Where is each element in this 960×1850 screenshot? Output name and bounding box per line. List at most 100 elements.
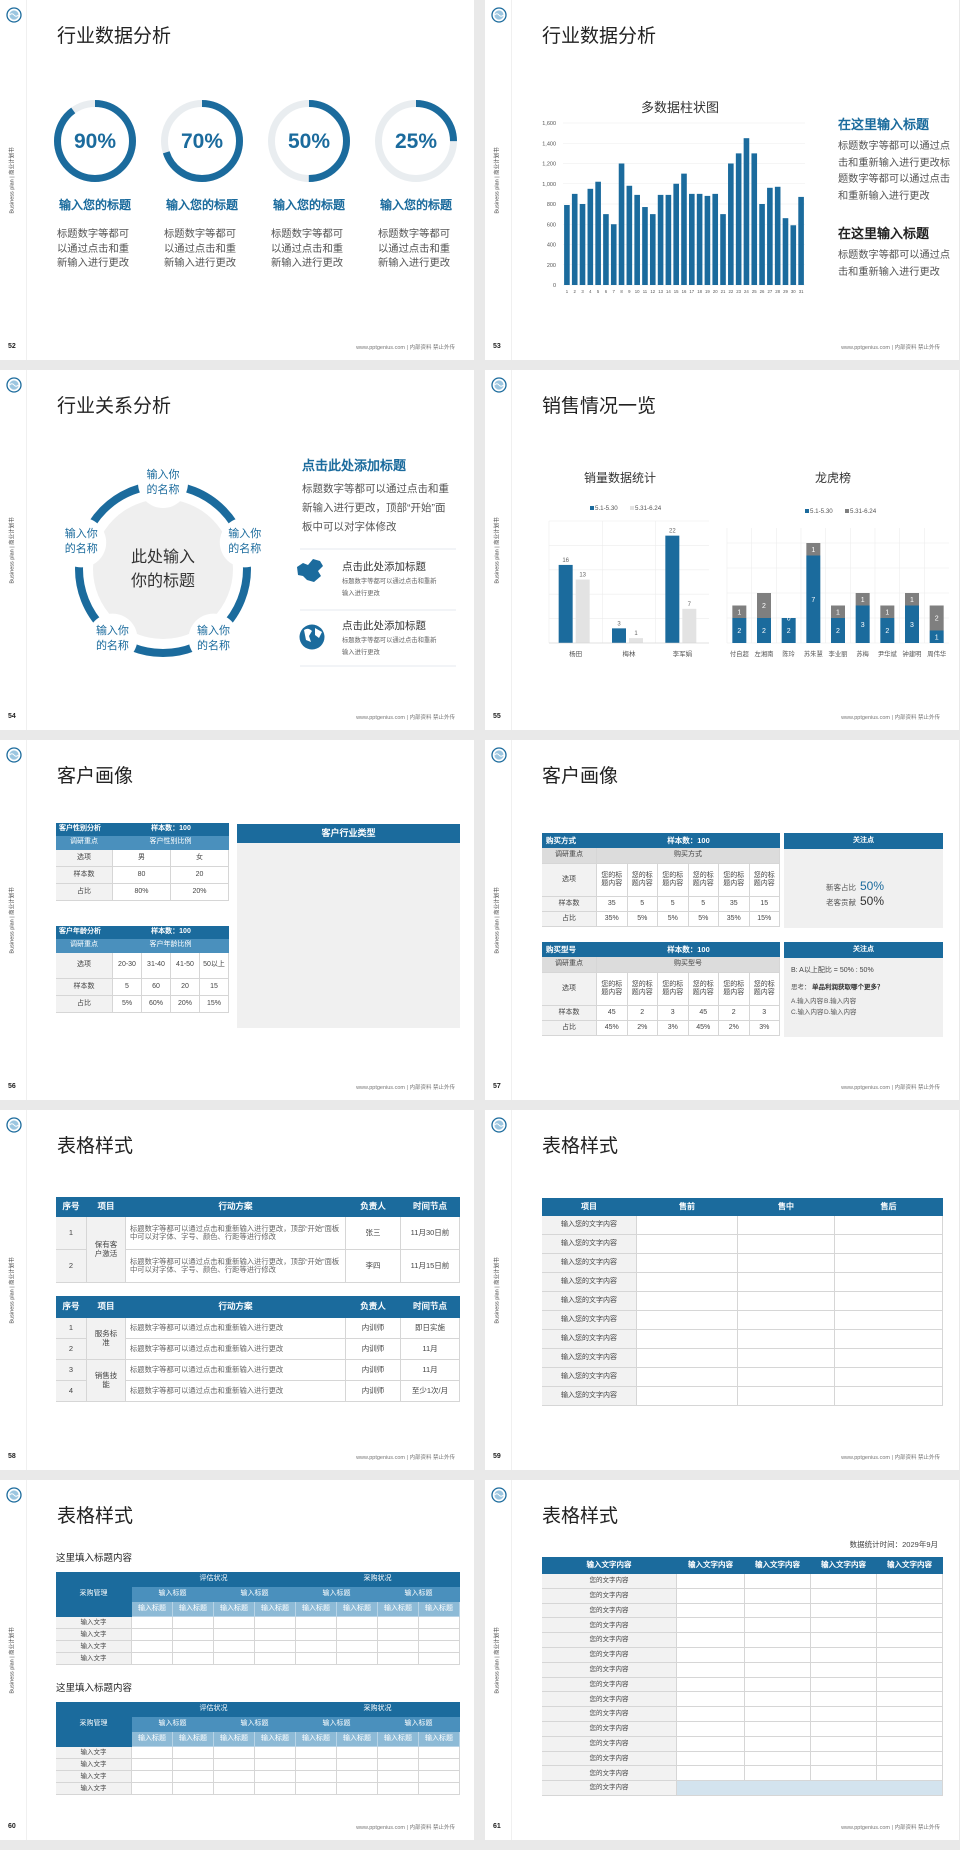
column-header: 输入标题 bbox=[173, 1732, 214, 1747]
table-cell bbox=[835, 1368, 943, 1387]
table-cell bbox=[738, 1368, 835, 1387]
deadline-cell: 11月15日前 bbox=[401, 1250, 460, 1283]
table-cell bbox=[337, 1629, 378, 1641]
chart-title: 多数据柱状图 bbox=[641, 100, 719, 115]
panel-title: 关注点 bbox=[784, 833, 943, 849]
column-header: 序号 bbox=[56, 1197, 87, 1217]
table-cell bbox=[296, 1641, 337, 1653]
bar bbox=[712, 193, 719, 285]
stacked-bar-segment bbox=[855, 605, 870, 643]
side-label: Business plan | 商业计划书 bbox=[494, 517, 501, 584]
item-text: 标题数字等都可以通过点击和重新输入进行更改 bbox=[342, 578, 437, 597]
row-label: 您的文字内容 bbox=[542, 1736, 677, 1752]
table-cell bbox=[637, 1330, 738, 1349]
table-cell bbox=[745, 1766, 811, 1782]
row-label: 输入您的文字内容 bbox=[542, 1273, 637, 1292]
ring-heading: 输入您的标题 bbox=[165, 198, 238, 212]
stat-time: 数据统计时间：2029年9月 bbox=[849, 1540, 938, 1549]
page-number: 53 bbox=[493, 343, 501, 350]
table-cell bbox=[677, 1692, 745, 1708]
row-label: 输入您的文字内容 bbox=[542, 1254, 637, 1273]
table-heading: 这里填入标题内容 bbox=[56, 1553, 133, 1564]
row-label: 您的文字内容 bbox=[542, 1648, 677, 1663]
footer-text: www.pptgenius.com | 内部资料 禁止外传 bbox=[841, 1455, 940, 1461]
focus-value: 购买型号 bbox=[597, 957, 780, 973]
table-cell bbox=[296, 1747, 337, 1759]
slide-title: 表格样式 bbox=[542, 1506, 619, 1527]
column-header: 输入标题 bbox=[378, 1602, 419, 1617]
logo-ring bbox=[6, 1117, 22, 1133]
table-cell: 您的标题内容 bbox=[597, 973, 628, 1006]
deadline-cell: 11月30日前 bbox=[401, 1217, 460, 1250]
table-cell bbox=[214, 1747, 255, 1759]
table-cell bbox=[337, 1617, 378, 1629]
table-cell: 35% bbox=[719, 912, 750, 927]
table-cell: 20% bbox=[171, 996, 200, 1013]
table-cell bbox=[745, 1677, 811, 1693]
stacked-bar-segment bbox=[757, 593, 771, 618]
table-cell: 5 bbox=[688, 897, 719, 912]
bar bbox=[634, 194, 640, 285]
table-cell: 20 bbox=[171, 979, 200, 996]
data-label: 7 bbox=[688, 602, 692, 608]
action-plan: 标题数字等都可以通过点击和重新输入进行更改 bbox=[126, 1339, 346, 1360]
row-label: 样本数 bbox=[56, 979, 113, 996]
logo-core bbox=[9, 380, 19, 390]
data-label: 3 bbox=[910, 622, 914, 629]
table-cell bbox=[255, 1771, 296, 1783]
ratio-text: B: A以上配比 = 50% : 50% bbox=[791, 967, 874, 974]
table-cell: 15% bbox=[749, 912, 780, 927]
metric-value: 50% bbox=[860, 879, 885, 893]
bar bbox=[682, 608, 697, 643]
summary-cell bbox=[677, 1781, 943, 1796]
row-label: 选项 bbox=[56, 953, 113, 979]
table-cell bbox=[745, 1618, 811, 1634]
column-header: 序号 bbox=[56, 1296, 87, 1318]
x-tick-label: 9 bbox=[628, 289, 631, 294]
column-header: 行动方案 bbox=[126, 1296, 346, 1318]
owner-cell: 李四 bbox=[346, 1250, 401, 1283]
column-header: 售前 bbox=[637, 1198, 738, 1216]
table-cell bbox=[738, 1273, 835, 1292]
table-cell: 您的标题内容 bbox=[627, 864, 658, 897]
category-label: 苏梅 bbox=[856, 649, 869, 658]
row-label: 输入文字 bbox=[56, 1783, 132, 1795]
table-cell bbox=[637, 1292, 738, 1311]
row-label: 输入您的文字内容 bbox=[542, 1292, 637, 1311]
data-label: 1 bbox=[935, 634, 939, 641]
x-tick-label: 7 bbox=[613, 289, 616, 294]
side-label: Business plan | 商业计划书 bbox=[494, 147, 501, 214]
globe-body bbox=[299, 624, 325, 650]
subgroup-header: 输入标题 bbox=[378, 1717, 460, 1732]
y-tick-label: 600 bbox=[547, 222, 556, 228]
x-tick-label: 22 bbox=[728, 289, 733, 294]
table-cell bbox=[877, 1677, 943, 1693]
row-label: 占比 bbox=[56, 996, 113, 1013]
table-cell: 60 bbox=[142, 979, 171, 996]
x-tick-label: 27 bbox=[767, 289, 772, 294]
bar bbox=[587, 188, 594, 285]
logo-wave bbox=[9, 13, 19, 17]
table-cell bbox=[132, 1747, 173, 1759]
category-label: 周伟华 bbox=[927, 649, 946, 658]
slide-title: 行业数据分析 bbox=[57, 26, 172, 47]
table-cell bbox=[811, 1736, 877, 1752]
block-text: 标题数字等都可以通过点击和重新输入进行更改 bbox=[838, 250, 951, 278]
table-cell bbox=[255, 1617, 296, 1629]
table-cell bbox=[835, 1349, 943, 1368]
table-cell bbox=[877, 1574, 943, 1589]
owner-cell: 内训师 bbox=[346, 1339, 401, 1360]
table-cell: 35 bbox=[597, 897, 628, 912]
center-title: 此处输入你的标题 bbox=[130, 549, 195, 590]
table-cell: 80% bbox=[113, 884, 171, 901]
question-label: 思考： bbox=[791, 984, 811, 991]
table-cell bbox=[214, 1783, 255, 1795]
bar bbox=[798, 196, 804, 285]
row-label: 输入文字 bbox=[56, 1629, 132, 1641]
table-cell bbox=[132, 1641, 173, 1653]
table-cell bbox=[214, 1629, 255, 1641]
ring-percent: 50% bbox=[287, 130, 331, 153]
data-label: 16 bbox=[562, 558, 569, 564]
slide-graphics bbox=[6, 1110, 27, 1470]
logo-icon bbox=[6, 377, 22, 393]
